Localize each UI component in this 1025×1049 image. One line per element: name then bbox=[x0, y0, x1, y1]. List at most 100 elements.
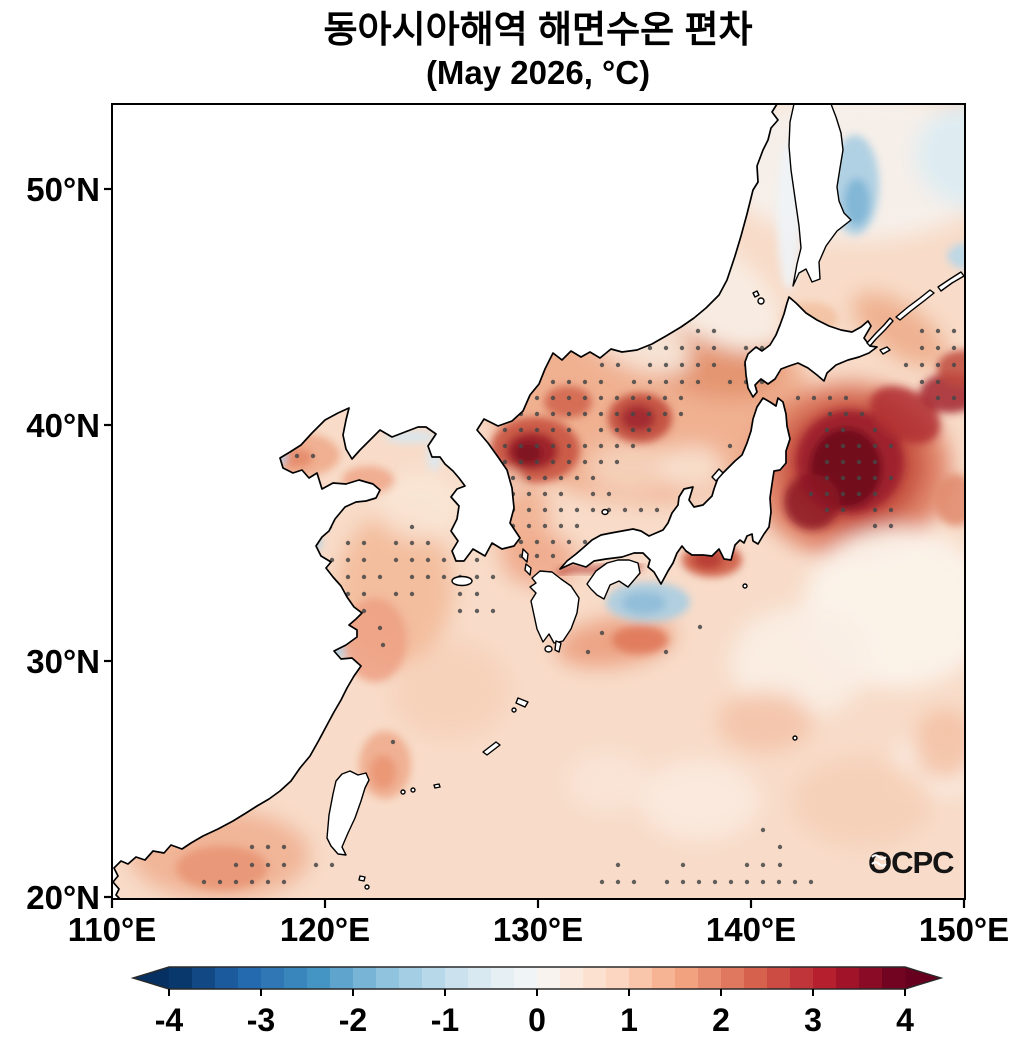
stipple-dot bbox=[281, 844, 287, 850]
anomaly-blob bbox=[937, 350, 965, 386]
y-axis-label: 20°N bbox=[26, 879, 100, 916]
stipple-dot bbox=[313, 862, 319, 868]
anomaly-blob bbox=[640, 760, 760, 840]
stipple-dot bbox=[265, 844, 271, 850]
colorbar-segment bbox=[215, 967, 239, 989]
stipple-dot bbox=[281, 879, 287, 885]
stipple-dot bbox=[574, 475, 580, 481]
stipple-dot bbox=[840, 475, 846, 481]
stipple-dot bbox=[808, 879, 814, 885]
x-axis-label: 150°E bbox=[919, 911, 1009, 948]
stipple-dot bbox=[201, 879, 207, 885]
stipple-dot bbox=[678, 395, 684, 401]
coastline bbox=[788, 104, 852, 287]
stipple-dot bbox=[542, 523, 548, 529]
stipple-dot bbox=[630, 411, 636, 417]
stipple-dot bbox=[759, 345, 765, 351]
colorbar-tick-label: -3 bbox=[247, 1002, 275, 1038]
stipple-dot bbox=[614, 427, 620, 433]
colorbar-segment bbox=[422, 967, 446, 989]
stipple-dot bbox=[872, 427, 878, 433]
colorbar-segment bbox=[169, 967, 193, 989]
stipple-dot bbox=[598, 379, 604, 385]
colorbar-segment bbox=[445, 967, 469, 989]
anomaly-blob bbox=[544, 386, 592, 418]
stipple-dot bbox=[951, 395, 957, 401]
stipple-dot bbox=[679, 345, 685, 351]
anomaly-blob bbox=[622, 592, 666, 614]
stipple-dot bbox=[663, 362, 669, 368]
stipple-dot bbox=[695, 345, 701, 351]
stipple-dot bbox=[409, 591, 415, 597]
colorbar-segment bbox=[560, 967, 584, 989]
anomaly-blob bbox=[176, 846, 268, 890]
stipple-dot bbox=[474, 608, 480, 614]
colorbar-tick-label: 2 bbox=[712, 1002, 730, 1038]
anomaly-blob bbox=[915, 104, 965, 208]
stipple-dot bbox=[872, 475, 878, 481]
stipple-dot bbox=[824, 443, 830, 449]
colorbar-tick-label: -4 bbox=[155, 1002, 184, 1038]
stipple-dot bbox=[856, 491, 862, 497]
stipple-dot bbox=[598, 395, 604, 401]
stipple-dot bbox=[598, 427, 604, 433]
stipple-dot bbox=[409, 557, 415, 563]
colorbar-segment bbox=[813, 967, 837, 989]
stipple-dot bbox=[888, 507, 894, 513]
anomaly-blob bbox=[913, 710, 965, 780]
anomaly-blob bbox=[390, 640, 510, 740]
stipple-dot bbox=[888, 475, 894, 481]
anomaly-blob bbox=[343, 598, 407, 682]
colorbar-over-arrow bbox=[905, 967, 941, 989]
stipple-dot bbox=[696, 879, 702, 885]
stipple-dot bbox=[566, 459, 572, 465]
colorbar-under-arrow bbox=[133, 967, 169, 989]
stipple-dot bbox=[441, 557, 447, 563]
stipple-dot bbox=[711, 345, 717, 351]
stipple-dot bbox=[727, 379, 733, 385]
stipple-dot bbox=[695, 328, 701, 334]
stipple-dot bbox=[582, 443, 588, 449]
figure-subtitle: (May 2026, °C) bbox=[426, 54, 650, 91]
stipple-dot bbox=[345, 540, 351, 546]
stipple-dot bbox=[760, 879, 766, 885]
colorbar-segment bbox=[284, 967, 308, 989]
stipple-dot bbox=[550, 411, 556, 417]
stipple-dot bbox=[824, 491, 830, 497]
coastline bbox=[742, 583, 798, 741]
stipple-dot bbox=[566, 379, 572, 385]
stipple-dot bbox=[840, 507, 846, 513]
stipple-dot bbox=[622, 507, 628, 513]
ocpc-logo-text: OCPC bbox=[868, 845, 954, 880]
stipple-dot bbox=[827, 411, 833, 417]
stipple-dot bbox=[776, 879, 782, 885]
stipple-dot bbox=[526, 523, 532, 529]
stipple-dot bbox=[281, 862, 287, 868]
colorbar-segment bbox=[238, 967, 262, 989]
anomaly-blob bbox=[934, 474, 965, 526]
coastline bbox=[529, 570, 580, 644]
stipple-dot bbox=[646, 411, 652, 417]
colorbar-segment bbox=[330, 967, 354, 989]
stipple-dot bbox=[233, 862, 239, 868]
stipple-dot bbox=[377, 574, 383, 580]
x-axis-label: 110°E bbox=[68, 911, 156, 948]
stipple-dot bbox=[856, 443, 862, 449]
stipple-dot bbox=[310, 453, 316, 459]
coastline bbox=[752, 290, 760, 298]
stipple-dot bbox=[233, 879, 239, 885]
stipple-dot bbox=[534, 443, 540, 449]
stipple-dot bbox=[599, 362, 605, 368]
stipple-dot bbox=[935, 362, 941, 368]
stipple-dot bbox=[777, 862, 783, 868]
stipple-dot bbox=[590, 475, 596, 481]
colorbar-tick-label: 3 bbox=[804, 1002, 822, 1038]
colorbar-segment bbox=[836, 967, 860, 989]
y-axis-label: 40°N bbox=[26, 407, 100, 444]
stipple-dot bbox=[265, 862, 271, 868]
stipple-dot bbox=[550, 459, 556, 465]
stipple-dot bbox=[598, 459, 604, 465]
stipple-dot bbox=[827, 395, 833, 401]
stipple-dot bbox=[695, 362, 701, 368]
stipple-dot bbox=[951, 345, 957, 351]
